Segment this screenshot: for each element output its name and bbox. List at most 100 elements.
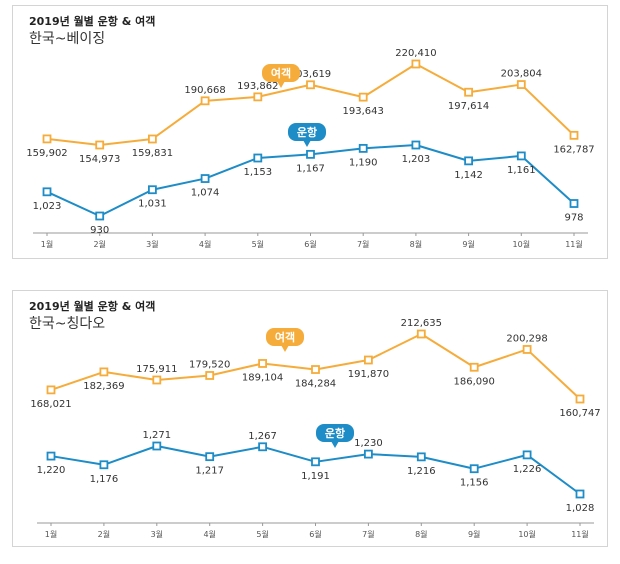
data-label: 1,271 [142,430,171,441]
data-label: 190,668 [184,85,225,96]
data-point [147,185,157,195]
data-label: 212,635 [401,318,442,329]
x-tick-label: 2월 [93,239,105,249]
data-label: 1,190 [349,157,378,168]
line-chart-qingdao: 1월 2월 3월 4월 5월 6월 7월 8월 9월 10월 11월 168,021 182,369 17… [30,318,600,539]
data-point [522,450,532,460]
data-label: 1,028 [566,503,595,514]
x-tick-label: 11월 [565,239,583,249]
data-point [575,394,585,404]
data-label: 154,973 [79,154,120,165]
data-point [569,130,579,140]
data-label: 168,021 [30,399,71,410]
data-point [516,80,526,89]
data-point [253,92,263,102]
legend-passenger: 여객 [262,64,300,88]
data-point [358,92,368,102]
x-tick-label: 1월 [41,239,53,249]
data-label: 203,619 [290,69,331,80]
x-tick-label: 6월 [309,529,321,539]
data-point [411,140,421,150]
x-tick-label: 8월 [415,529,427,539]
data-label: 1,267 [248,431,277,442]
data-point [416,452,426,462]
x-tick-label: 4월 [199,239,211,249]
legend-pointer [281,345,289,352]
chart-subtitle: 한국~베이징 [29,31,106,47]
data-point [200,174,210,183]
data-point [99,367,109,377]
data-point [416,329,426,339]
line-chart-beijing: 1월 2월 3월 4월 5월 6월 7월 8월 9월 10월 11월 159,902 154,973 15… [26,48,594,249]
legend-pointer [303,140,311,147]
data-label: 1,074 [191,188,220,199]
data-label: 1,156 [460,478,489,489]
data-label: 1,153 [243,167,272,178]
legend-badge [316,424,354,442]
data-point [464,87,474,97]
data-point [147,134,157,144]
legend-badge [266,328,304,346]
data-label: 1,031 [138,199,167,210]
legend-badge [262,64,300,82]
data-label: 1,142 [454,170,483,181]
data-point [46,451,56,461]
x-tick-label: 3월 [146,239,158,249]
data-point [152,441,162,451]
legend-pointer [277,81,285,88]
data-point [205,371,215,380]
legend-flight: 운항 [316,424,354,448]
x-tick-label: 7월 [357,239,369,249]
data-label: 203,804 [501,69,542,80]
x-tick-label: 2월 [98,529,110,539]
chart-subtitle: 한국~칭다오 [29,316,106,332]
chart-title: 2019년 월별 운항 & 여객 [29,15,156,28]
data-label: 1,167 [296,163,325,174]
data-label: 978 [564,213,583,224]
x-tick-label: 5월 [252,239,264,249]
legend-label: 운항 [325,426,345,440]
data-point [522,345,532,354]
data-label: 1,230 [354,438,383,449]
legend-pointer [331,441,339,448]
data-label: 197,614 [448,101,489,112]
data-label: 1,220 [37,465,66,476]
data-point [306,80,315,90]
x-tick-label: 4월 [203,529,215,539]
data-point [469,362,479,372]
legend-label: 운항 [297,125,317,139]
data-point [200,96,210,106]
data-label: 193,643 [343,106,384,117]
data-label: 1,217 [195,466,224,477]
data-label: 186,090 [454,376,495,387]
data-point [469,464,479,474]
data-point [46,385,56,395]
data-label: 160,747 [559,408,600,419]
x-tick-label: 10월 [513,239,531,249]
data-label: 200,298 [506,333,547,344]
data-label: 1,023 [33,201,62,212]
data-label: 159,902 [26,148,67,159]
data-point [311,365,320,374]
data-point [42,134,52,144]
data-label: 189,104 [242,372,283,383]
data-point [575,489,585,499]
legend-passenger: 여객 [266,328,304,352]
data-point [411,59,421,69]
data-label: 179,520 [189,359,230,370]
legend-label: 여객 [275,330,295,344]
data-label: 175,911 [136,364,177,375]
x-tick-label: 8월 [410,239,422,249]
legend-badge [288,123,326,141]
data-label: 193,862 [237,81,278,92]
data-point [253,153,263,163]
chart-panel-beijing: 2019년 월별 운항 & 여객 한국~베이징 1월 2월 3월 4월 5월 6월 7월 8월… [12,5,608,259]
x-tick-label: 9월 [468,529,480,539]
data-point [306,149,315,159]
data-label: 182,369 [83,381,124,392]
chart-title: 2019년 월별 운항 & 여객 [29,300,156,313]
data-label: 191,870 [348,369,389,380]
data-point [99,460,109,470]
data-label: 1,176 [90,474,119,485]
legend-label: 여객 [271,66,291,80]
